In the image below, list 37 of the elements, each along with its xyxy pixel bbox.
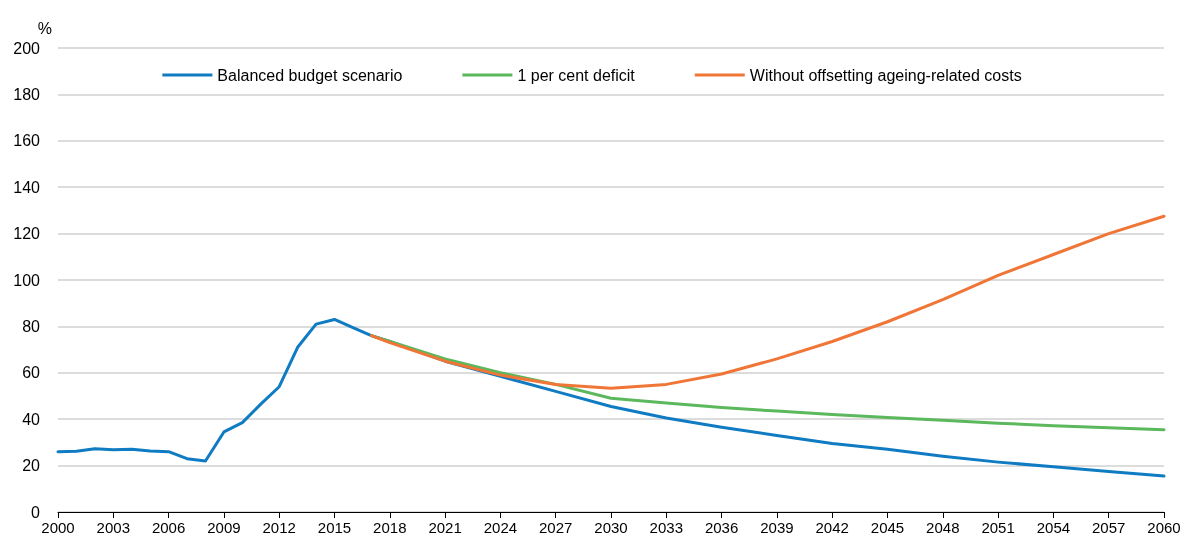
x-tick-label: 2036 xyxy=(704,519,739,536)
y-tick-label: 100 xyxy=(13,271,41,289)
y-tick-label: 40 xyxy=(22,410,41,428)
y-tick-label: 120 xyxy=(13,225,41,243)
y-tick-label: 0 xyxy=(31,503,41,521)
x-tick-label: 2054 xyxy=(1036,519,1071,536)
x-tick-label: 2003 xyxy=(96,519,130,536)
x-tick-label: 2048 xyxy=(926,519,960,536)
x-tick-label: 2015 xyxy=(317,519,352,536)
x-tick-label: 2051 xyxy=(981,519,1015,536)
y-tick-label: 200 xyxy=(13,39,41,57)
y-tick-label: 20 xyxy=(22,457,41,475)
x-tick-label: 2006 xyxy=(151,519,186,536)
x-tick-label: 2042 xyxy=(815,519,849,536)
x-tick-label: 2030 xyxy=(594,519,628,536)
y-tick-label: 60 xyxy=(22,364,41,382)
legend-label: Balanced budget scenario xyxy=(217,66,403,84)
legend-label: 1 per cent deficit xyxy=(517,66,636,84)
y-tick-label: 80 xyxy=(22,317,41,335)
x-tick-label: 2027 xyxy=(539,519,573,536)
x-tick-label: 2060 xyxy=(1147,519,1181,536)
x-tick-label: 2033 xyxy=(649,519,683,536)
x-tick-label: 2000 xyxy=(41,519,75,536)
x-tick-label: 2024 xyxy=(483,519,518,536)
x-tick-label: 2021 xyxy=(428,519,462,536)
line-series xyxy=(369,214,1166,390)
x-tick-label: 2018 xyxy=(373,519,407,536)
x-tick-label: 2039 xyxy=(760,519,794,536)
y-tick-label: 180 xyxy=(13,85,41,103)
y-axis-title: % xyxy=(37,19,52,37)
x-tick-label: 2009 xyxy=(207,519,241,536)
x-tick-label: 2045 xyxy=(870,519,905,536)
x-tick-label: 2057 xyxy=(1092,519,1126,536)
legend-label: Without offsetting ageing-related costs xyxy=(749,66,1022,84)
y-tick-label: 160 xyxy=(13,132,41,150)
x-tick-label: 2012 xyxy=(262,519,296,536)
y-tick-label: 140 xyxy=(13,178,41,196)
